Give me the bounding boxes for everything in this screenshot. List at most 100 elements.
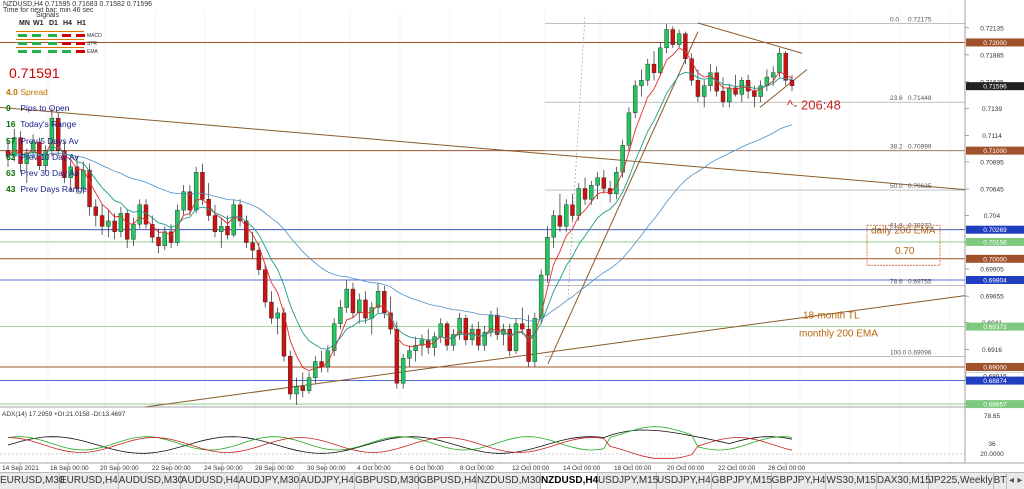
signal-cell [62, 34, 71, 37]
candle [43, 150, 48, 166]
fib-level: 38.2 [890, 144, 903, 151]
candle [225, 226, 230, 236]
time-tick-label: 20 Oct 00:00 [667, 465, 705, 472]
candle [444, 323, 450, 346]
chart-tab-audusd-h4[interactable]: AUDUSD,H4 [181, 473, 239, 489]
signal-cell [76, 50, 85, 53]
candle [720, 90, 726, 103]
chart-tab-dax30-m15[interactable]: DAX30,M15 [877, 473, 931, 489]
candle [701, 85, 707, 97]
candle [306, 377, 312, 391]
candle [375, 291, 381, 308]
price-tick-label: 0.71885 [980, 52, 1004, 59]
candle [507, 328, 512, 351]
price-label: 0.70269 [983, 227, 1007, 234]
chart-tab-eurusd-h4[interactable]: EURUSD,H4 [60, 473, 119, 489]
price-label: 0.68657 [983, 402, 1007, 409]
chart-tab-gbpusd-m30[interactable]: GBPUSD,M30 [355, 473, 419, 489]
candle [400, 358, 406, 384]
chart-tab-nzdusd-m30[interactable]: NZDUSD,M30 [477, 473, 541, 489]
candle [463, 318, 469, 341]
chart-tab-audjpy-m30[interactable]: AUDJPY,M30 [239, 473, 301, 489]
info-label: Prev Days Range [18, 184, 87, 195]
ema-medium-line [7, 71, 793, 350]
time-tick-label: 6 Oct 00:00 [410, 465, 444, 472]
info-value: 62 [6, 151, 16, 162]
candle [49, 117, 55, 151]
fib-anchor-line [567, 15, 586, 299]
price-label-box [966, 225, 1024, 234]
candle [93, 206, 99, 216]
candle [250, 242, 255, 251]
signal-row-divider [16, 31, 84, 32]
candle [576, 188, 581, 216]
candle [438, 323, 443, 337]
candle [124, 213, 130, 240]
candle [331, 323, 337, 351]
signal-cell [48, 34, 57, 37]
candle [394, 328, 400, 384]
fib-level: 50.0 [890, 183, 903, 190]
chart-tab-audjpy-h4[interactable]: AUDJPY,H4 [300, 473, 355, 489]
candle [570, 204, 575, 216]
chart-tab-usdjpy-m15[interactable]: USDJPY,M15 [598, 473, 658, 489]
signal-row-label: EMA [87, 49, 98, 55]
price-label: 0.72000 [983, 40, 1007, 47]
signal-timeframe-mn: MN [19, 20, 30, 27]
chart-tab-ws30-m15[interactable]: WS30,M15 [826, 473, 877, 489]
plus-di-line [7, 426, 793, 451]
candle [212, 215, 218, 232]
countdown-annotation: ^- 206:48 [787, 98, 841, 113]
bar-timer: Time for next bar: min 46 sec [3, 7, 94, 14]
candle [12, 137, 17, 157]
chart-tab-jp225-weekly[interactable]: JP225,Weekly [929, 473, 994, 489]
info-row: 43 Prev Days Range [6, 184, 87, 194]
price-label-box [966, 237, 1024, 246]
price-tick-label: 0.6916 [982, 347, 1002, 354]
daily-ema-label: daily 200 EMA [871, 225, 936, 236]
candle [87, 169, 92, 208]
candle [670, 29, 676, 45]
candle [193, 172, 199, 211]
chart-tab-gbpjpy-m15[interactable]: GBPJPY,M15 [712, 473, 772, 489]
price-label-box [966, 376, 1024, 385]
chart-tab-gbpusd-h4[interactable]: GBPUSD,H4 [419, 473, 477, 489]
candle [150, 223, 155, 238]
price-chart[interactable]: ADX(14) 17.2959 +DI:21.0158 -DI:13.4697 7… [0, 0, 1024, 472]
monthly-ema-label: monthly 200 EMA [799, 329, 878, 340]
candle [18, 137, 23, 164]
chart-area[interactable]: ADX(14) 17.2959 +DI:21.0158 -DI:13.4697 7… [0, 0, 1024, 472]
candle [300, 386, 305, 391]
candle [633, 85, 638, 113]
candle [99, 215, 105, 227]
info-label: Prev 5 Days Av [18, 135, 79, 146]
tab-scroll-left-icon[interactable]: ◂ [1009, 475, 1015, 486]
minus-di-line [7, 437, 793, 459]
candle [551, 215, 556, 238]
signal-row-label: STR [87, 41, 97, 47]
chart-tab-audusd-m30[interactable]: AUDUSD,M30 [119, 473, 183, 489]
info-row: 16 Today's Range [6, 119, 76, 129]
candle [350, 288, 356, 314]
candle [30, 141, 36, 153]
candle [589, 185, 594, 200]
candle [582, 188, 588, 200]
candle [708, 72, 713, 86]
candle [200, 172, 205, 200]
candle [532, 318, 538, 362]
candle [181, 191, 186, 211]
chart-tab-bt[interactable]: BT [994, 473, 1008, 489]
candle [231, 204, 236, 236]
candle [752, 90, 757, 97]
candle [62, 150, 67, 178]
tab-scroll-right-icon[interactable]: ▸ [1017, 475, 1023, 486]
candle [262, 269, 268, 303]
chart-tab-usdjpy-h4[interactable]: USDJPY,H4 [657, 473, 712, 489]
candle [357, 299, 362, 314]
chart-tab-nzdusd-h4[interactable]: NZDUSD,H4 [540, 473, 598, 489]
candle [168, 231, 174, 243]
chart-tab-eurusd-m30[interactable]: EURUSD,M30 [0, 473, 64, 489]
fib-price: 0.70999 [908, 144, 932, 151]
time-tick-label: 18 Oct 00:00 [614, 465, 652, 472]
chart-tab-gbpjpy-h4[interactable]: GBPJPY,H4 [772, 473, 827, 489]
